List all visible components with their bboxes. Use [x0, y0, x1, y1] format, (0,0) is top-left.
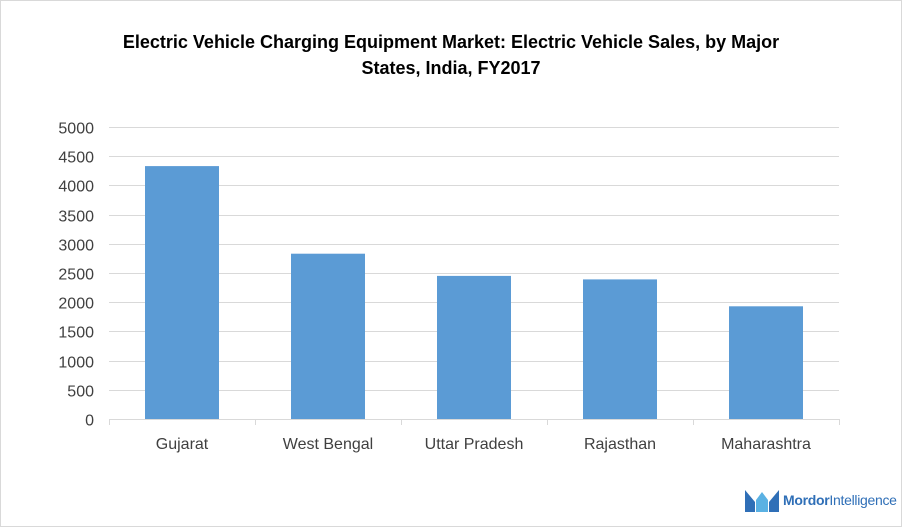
- logo-text-mordor: Mordor: [783, 492, 830, 508]
- bar: [291, 253, 365, 419]
- y-tick-label: 1500: [58, 325, 94, 342]
- y-tick-label: 4000: [58, 179, 94, 196]
- x-tick-label: Gujarat: [156, 436, 209, 453]
- y-tick-label: 1000: [58, 355, 94, 372]
- x-tick-label: Rajasthan: [584, 436, 656, 453]
- y-tick-label: 2500: [58, 267, 94, 284]
- y-tick-label: 5000: [58, 121, 94, 138]
- logo-text: MordorIntelligence: [783, 492, 897, 508]
- y-tick-label: 3500: [58, 209, 94, 226]
- gridlines: [109, 127, 839, 391]
- logo-text-intelligence: Intelligence: [829, 492, 897, 508]
- x-tick-label: Uttar Pradesh: [425, 436, 524, 453]
- y-tick-label: 3000: [58, 238, 94, 255]
- x-tick-label: West Bengal: [283, 436, 373, 453]
- axes: 0 500 1000 1500 2000 2500 3000 3500 4000 4500 5000…: [58, 121, 840, 453]
- mordor-logo-icon: [745, 490, 779, 512]
- chart-title: Electric Vehicle Charging Equipment Mark…: [122, 32, 780, 78]
- bar: [145, 166, 219, 419]
- y-tick-label: 500: [67, 384, 94, 401]
- y-tick-label: 2000: [58, 296, 94, 313]
- mordor-intelligence-logo: MordorIntelligence: [745, 488, 897, 512]
- bars: [145, 166, 803, 419]
- y-tick-label: 4500: [58, 150, 94, 167]
- bar: [437, 275, 511, 419]
- x-tick-label: Maharashtra: [721, 436, 811, 453]
- y-tick-label: 0: [85, 413, 94, 430]
- bar: [729, 306, 803, 419]
- bar: [583, 279, 657, 419]
